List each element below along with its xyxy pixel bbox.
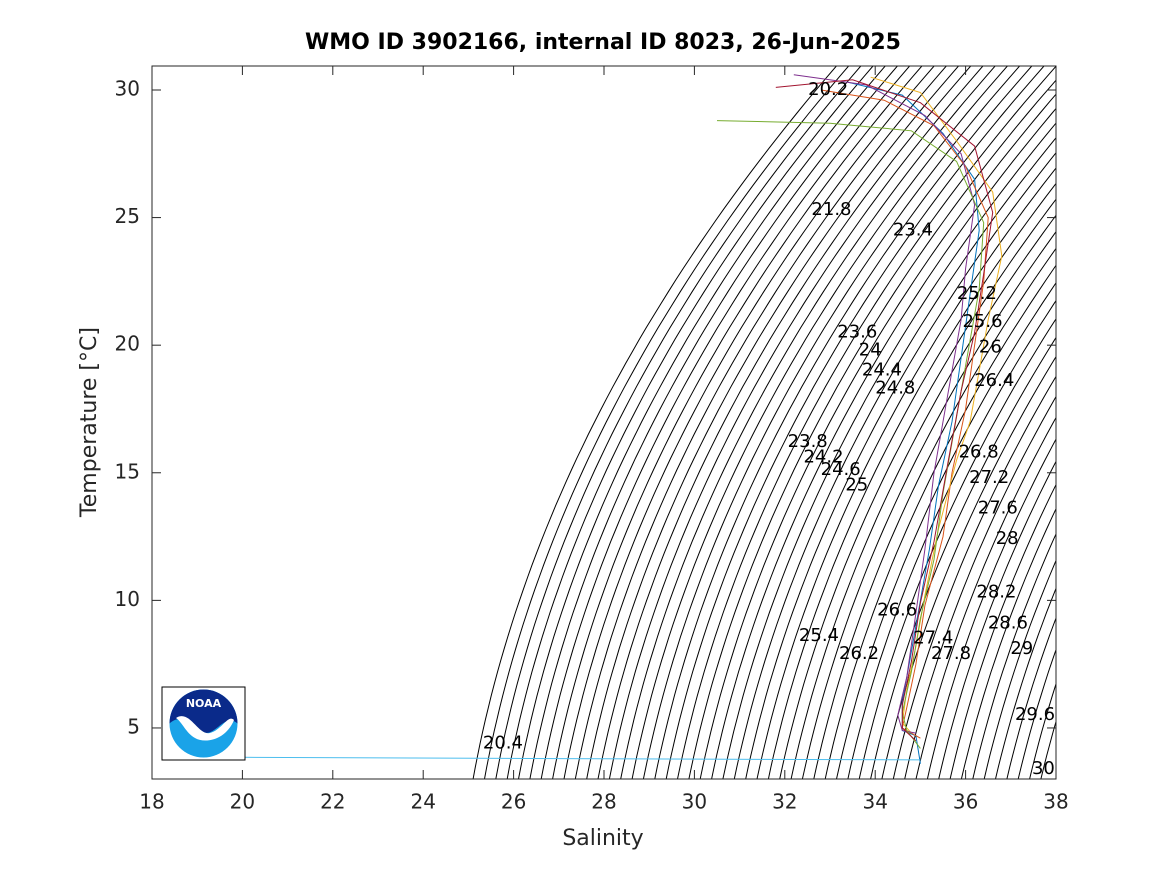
x-tick-label: 20 xyxy=(230,790,255,814)
contour-label: 26.2 xyxy=(839,643,879,664)
x-tick-label: 22 xyxy=(320,790,345,814)
contour-label: 26.6 xyxy=(877,600,917,621)
contour-label: 24.8 xyxy=(875,378,915,399)
y-tick-label: 5 xyxy=(127,714,140,738)
contour-label: 23.4 xyxy=(893,219,933,240)
plot-area xyxy=(152,66,1056,779)
x-tick-label: 24 xyxy=(410,790,435,814)
contour-label: 27.8 xyxy=(931,643,971,664)
x-tick-label: 26 xyxy=(501,790,526,814)
y-tick-label: 25 xyxy=(115,204,140,228)
x-tick-label: 32 xyxy=(772,790,797,814)
contour-label: 20.4 xyxy=(483,732,523,753)
y-tick-label: 30 xyxy=(115,76,140,100)
contour-label: 29 xyxy=(1010,638,1033,659)
contour-label: 21.8 xyxy=(811,199,851,220)
contour-label: 25.6 xyxy=(962,311,1002,332)
x-tick-label: 38 xyxy=(1043,790,1068,814)
contour-label: 29.6 xyxy=(1015,704,1055,725)
y-axis-label: Temperature [°C] xyxy=(77,327,102,518)
contour-label: 28.2 xyxy=(976,582,1016,603)
contour-label: 25.4 xyxy=(799,625,839,646)
contour-label: 25.2 xyxy=(957,283,997,304)
x-tick-label: 18 xyxy=(139,790,164,814)
chart-title: WMO ID 3902166, internal ID 8023, 26-Jun… xyxy=(305,30,901,55)
y-tick-label: 15 xyxy=(115,459,140,483)
contour-label: 27.6 xyxy=(978,497,1018,518)
y-tick-label: 10 xyxy=(115,587,140,611)
contour-label: 25 xyxy=(845,475,868,496)
contour-label: 26.4 xyxy=(974,370,1014,391)
contour-label: 24 xyxy=(859,339,882,360)
contour-label: 28 xyxy=(996,528,1019,549)
contour-label: 26 xyxy=(979,337,1002,358)
contour-label: 27.2 xyxy=(969,467,1009,488)
contour-label: 30 xyxy=(1032,758,1055,779)
y-tick-label: 20 xyxy=(115,332,140,356)
x-axis-label: Salinity xyxy=(562,826,643,851)
contour-label: 28.6 xyxy=(988,612,1028,633)
logo-text: NOAA xyxy=(186,697,222,710)
noaa-logo: NOAA xyxy=(162,687,245,760)
contour-label: 26.8 xyxy=(959,441,999,462)
contour-label: 20.2 xyxy=(808,79,848,100)
x-tick-label: 34 xyxy=(862,790,887,814)
x-tick-label: 30 xyxy=(682,790,707,814)
x-tick-label: 28 xyxy=(591,790,616,814)
x-tick-label: 36 xyxy=(953,790,978,814)
